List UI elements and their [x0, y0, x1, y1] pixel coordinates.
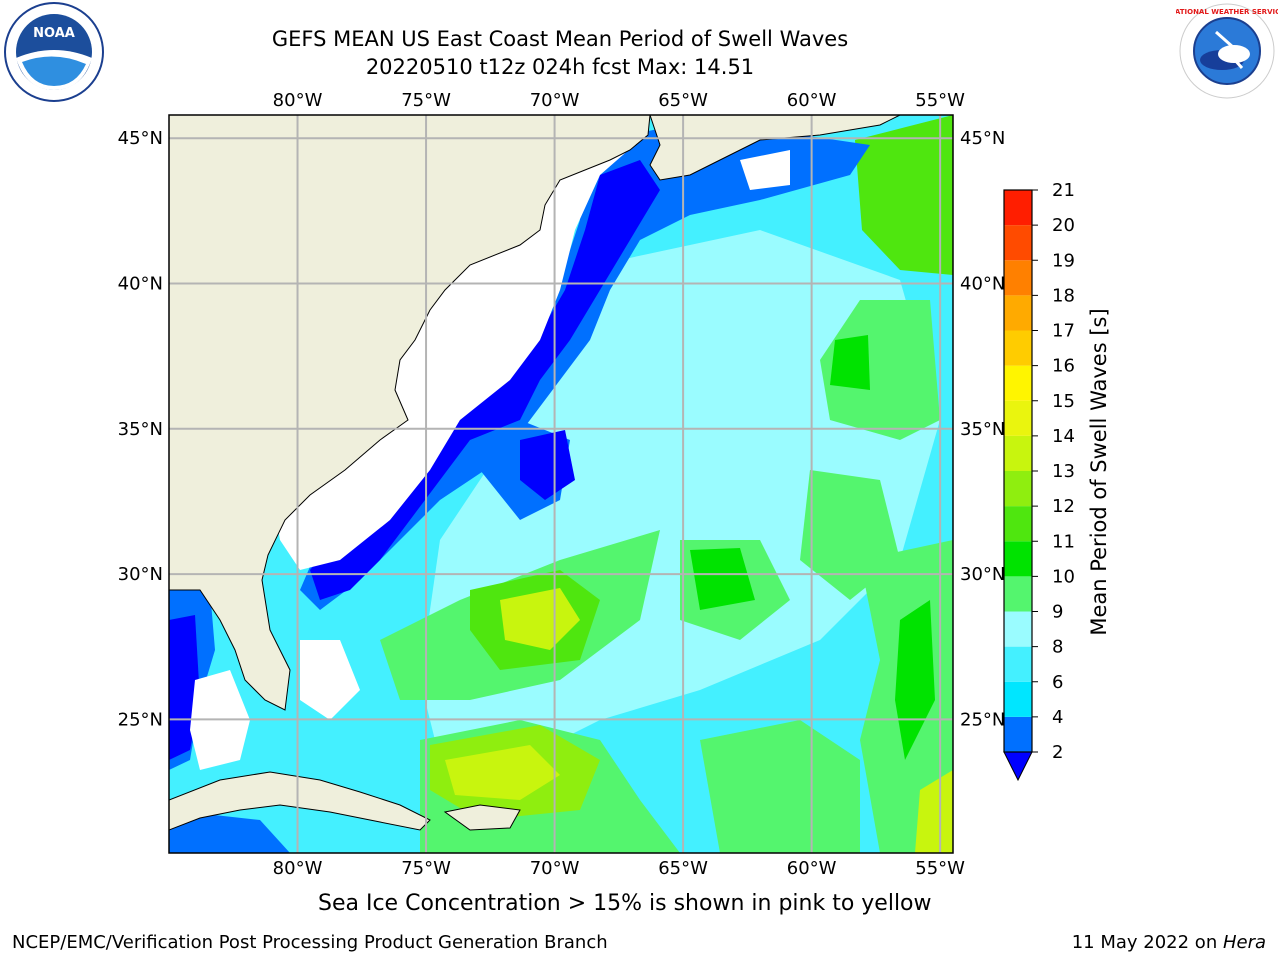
colorbar-segment — [1004, 365, 1032, 401]
lat-label-right: 40°N — [960, 274, 1005, 295]
map-frame — [168, 114, 954, 854]
field-13-14s-b — [500, 588, 580, 650]
colorbar-tick-label: 16 — [1052, 356, 1075, 377]
land-canada — [649, 115, 901, 181]
lon-label-bottom: 65°W — [658, 858, 708, 879]
colorbar-segment — [1004, 190, 1032, 226]
lat-label-left: 35°N — [118, 419, 163, 440]
colorbar-tick-label: 12 — [1052, 496, 1075, 517]
lon-label-top: 70°W — [530, 90, 580, 111]
colorbar-tick-label: 20 — [1052, 215, 1075, 236]
lat-label-left: 25°N — [118, 709, 163, 730]
lat-label-right: 30°N — [960, 564, 1005, 585]
footer-date: 11 May 2022 on Hera — [1072, 932, 1266, 953]
colorbar-label: Mean Period of Swell Waves [s] — [1087, 308, 1111, 635]
field-9-10s-g — [700, 720, 860, 853]
lat-label-right: 25°N — [960, 709, 1005, 730]
colorbar-tick-label: 11 — [1052, 531, 1075, 552]
colorbar-segment — [1004, 260, 1032, 296]
chart-title: GEFS MEAN US East Coast Mean Period of S… — [271, 27, 849, 51]
colorbar-tick-label: 17 — [1052, 321, 1075, 342]
field-4-6s-coastal — [300, 120, 870, 610]
field-under-2s-patch — [520, 430, 575, 500]
field-13-14s-c — [445, 745, 560, 800]
colorbar-segment — [1004, 681, 1032, 717]
nws-logo: NATIONAL WEATHER SERVICE — [1176, 3, 1278, 99]
nodata-nova-scotia — [740, 150, 790, 190]
colorbar-tick-label: 15 — [1052, 391, 1075, 412]
lon-label-top: 65°W — [658, 90, 708, 111]
colorbar-tick-label: 13 — [1052, 461, 1075, 482]
colorbar-segment — [1004, 295, 1032, 331]
colorbar-tick-label: 18 — [1052, 285, 1075, 306]
colorbar-tick-label: 2 — [1052, 742, 1063, 763]
lon-label-bottom: 70°W — [530, 858, 580, 879]
lon-labels-bottom: 80°W 75°W 70°W 65°W 60°W 55°W — [273, 858, 966, 879]
lat-label-left: 45°N — [118, 128, 163, 149]
colorbar-tick-label: 6 — [1052, 672, 1063, 693]
nws-logo-text: NATIONAL WEATHER SERVICE — [1176, 8, 1278, 16]
nodata-bahamas — [300, 640, 360, 720]
colorbar-segment — [1004, 471, 1032, 507]
lon-labels-top: 80°W 75°W 70°W 65°W 60°W 55°W — [273, 90, 966, 111]
sea-ice-caption: Sea Ice Concentration > 15% is shown in … — [318, 891, 932, 916]
colorbar-segment — [1004, 576, 1032, 612]
colorbar-under-arrow — [1003, 751, 1033, 782]
noaa-logo: NOAA — [4, 2, 104, 102]
footer-credit: NCEP/EMC/Verification Post Processing Pr… — [12, 932, 608, 953]
colorbar-tick-label: 4 — [1052, 707, 1063, 728]
colorbar-segment — [1004, 435, 1032, 471]
colorbar-tick-label: 21 — [1052, 180, 1075, 201]
field-10-11s-a — [830, 335, 870, 390]
colorbar — [1003, 189, 1033, 782]
lon-label-top: 60°W — [787, 90, 837, 111]
lat-label-right: 45°N — [960, 128, 1005, 149]
colorbar-segment — [1004, 646, 1032, 682]
colorbar-segment — [1004, 225, 1032, 261]
colorbar-segment — [1004, 506, 1032, 542]
field-9-10s-a — [820, 300, 940, 440]
field-11-12s-a — [855, 115, 953, 275]
land-hispaniola — [443, 804, 521, 831]
noaa-logo-text: NOAA — [33, 26, 75, 41]
colorbar-tick-label: 10 — [1052, 566, 1075, 587]
field-4-6s-caribbean — [169, 810, 290, 853]
lon-label-top: 75°W — [401, 90, 451, 111]
colorbar-segment — [1004, 541, 1032, 577]
lat-labels-right: 45°N 40°N 35°N 30°N 25°N — [960, 128, 1005, 730]
footer-host: Hera — [1222, 932, 1266, 953]
colorbar-tick-label: 8 — [1052, 637, 1063, 658]
colorbar-segment — [1004, 716, 1032, 752]
lon-label-bottom: 75°W — [401, 858, 451, 879]
land-us-east-coast — [169, 115, 651, 711]
lon-label-bottom: 80°W — [273, 858, 323, 879]
land-cuba — [169, 771, 431, 831]
colorbar-tick-label: 14 — [1052, 426, 1075, 447]
chart-subtitle: 20220510 t12z 024h fcst Max: 14.51 — [365, 55, 755, 79]
graticule — [169, 115, 953, 853]
colorbar-segment — [1004, 611, 1032, 647]
colorbar-segment — [1004, 400, 1032, 436]
colorbar-ticks: 2 4 6 8 9 10 11 12 13 14 15 16 17 18 19 20 21 — [1032, 180, 1075, 763]
colorbar-tick-label: 19 — [1052, 250, 1075, 271]
lat-label-right: 35°N — [960, 419, 1005, 440]
lat-label-left: 40°N — [118, 274, 163, 295]
lon-label-top: 80°W — [273, 90, 323, 111]
lon-label-top: 55°W — [915, 90, 965, 111]
lat-label-left: 30°N — [118, 564, 163, 585]
field-10-11s-b — [690, 548, 755, 610]
field-13-14s-a — [915, 770, 953, 853]
lat-labels-left: 45°N 40°N 35°N 30°N 25°N — [118, 128, 163, 730]
colorbar-tick-label: 9 — [1052, 602, 1063, 623]
footer-date-text: 11 May 2022 on — [1071, 932, 1223, 953]
lon-label-bottom: 60°W — [787, 858, 837, 879]
lon-label-bottom: 55°W — [915, 858, 965, 879]
colorbar-segment — [1004, 330, 1032, 366]
